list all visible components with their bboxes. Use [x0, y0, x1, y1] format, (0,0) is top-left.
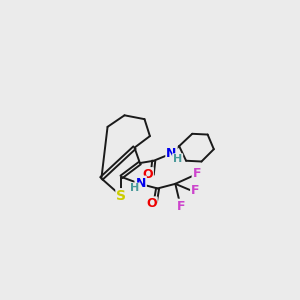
Text: S: S [116, 189, 126, 203]
Text: H: H [130, 184, 139, 194]
Text: F: F [176, 200, 185, 213]
Text: F: F [191, 184, 200, 196]
Text: H: H [173, 154, 182, 164]
Text: O: O [146, 197, 157, 210]
Text: F: F [193, 167, 201, 180]
Text: N: N [136, 177, 146, 190]
Text: O: O [142, 168, 153, 181]
Text: N: N [166, 146, 177, 160]
